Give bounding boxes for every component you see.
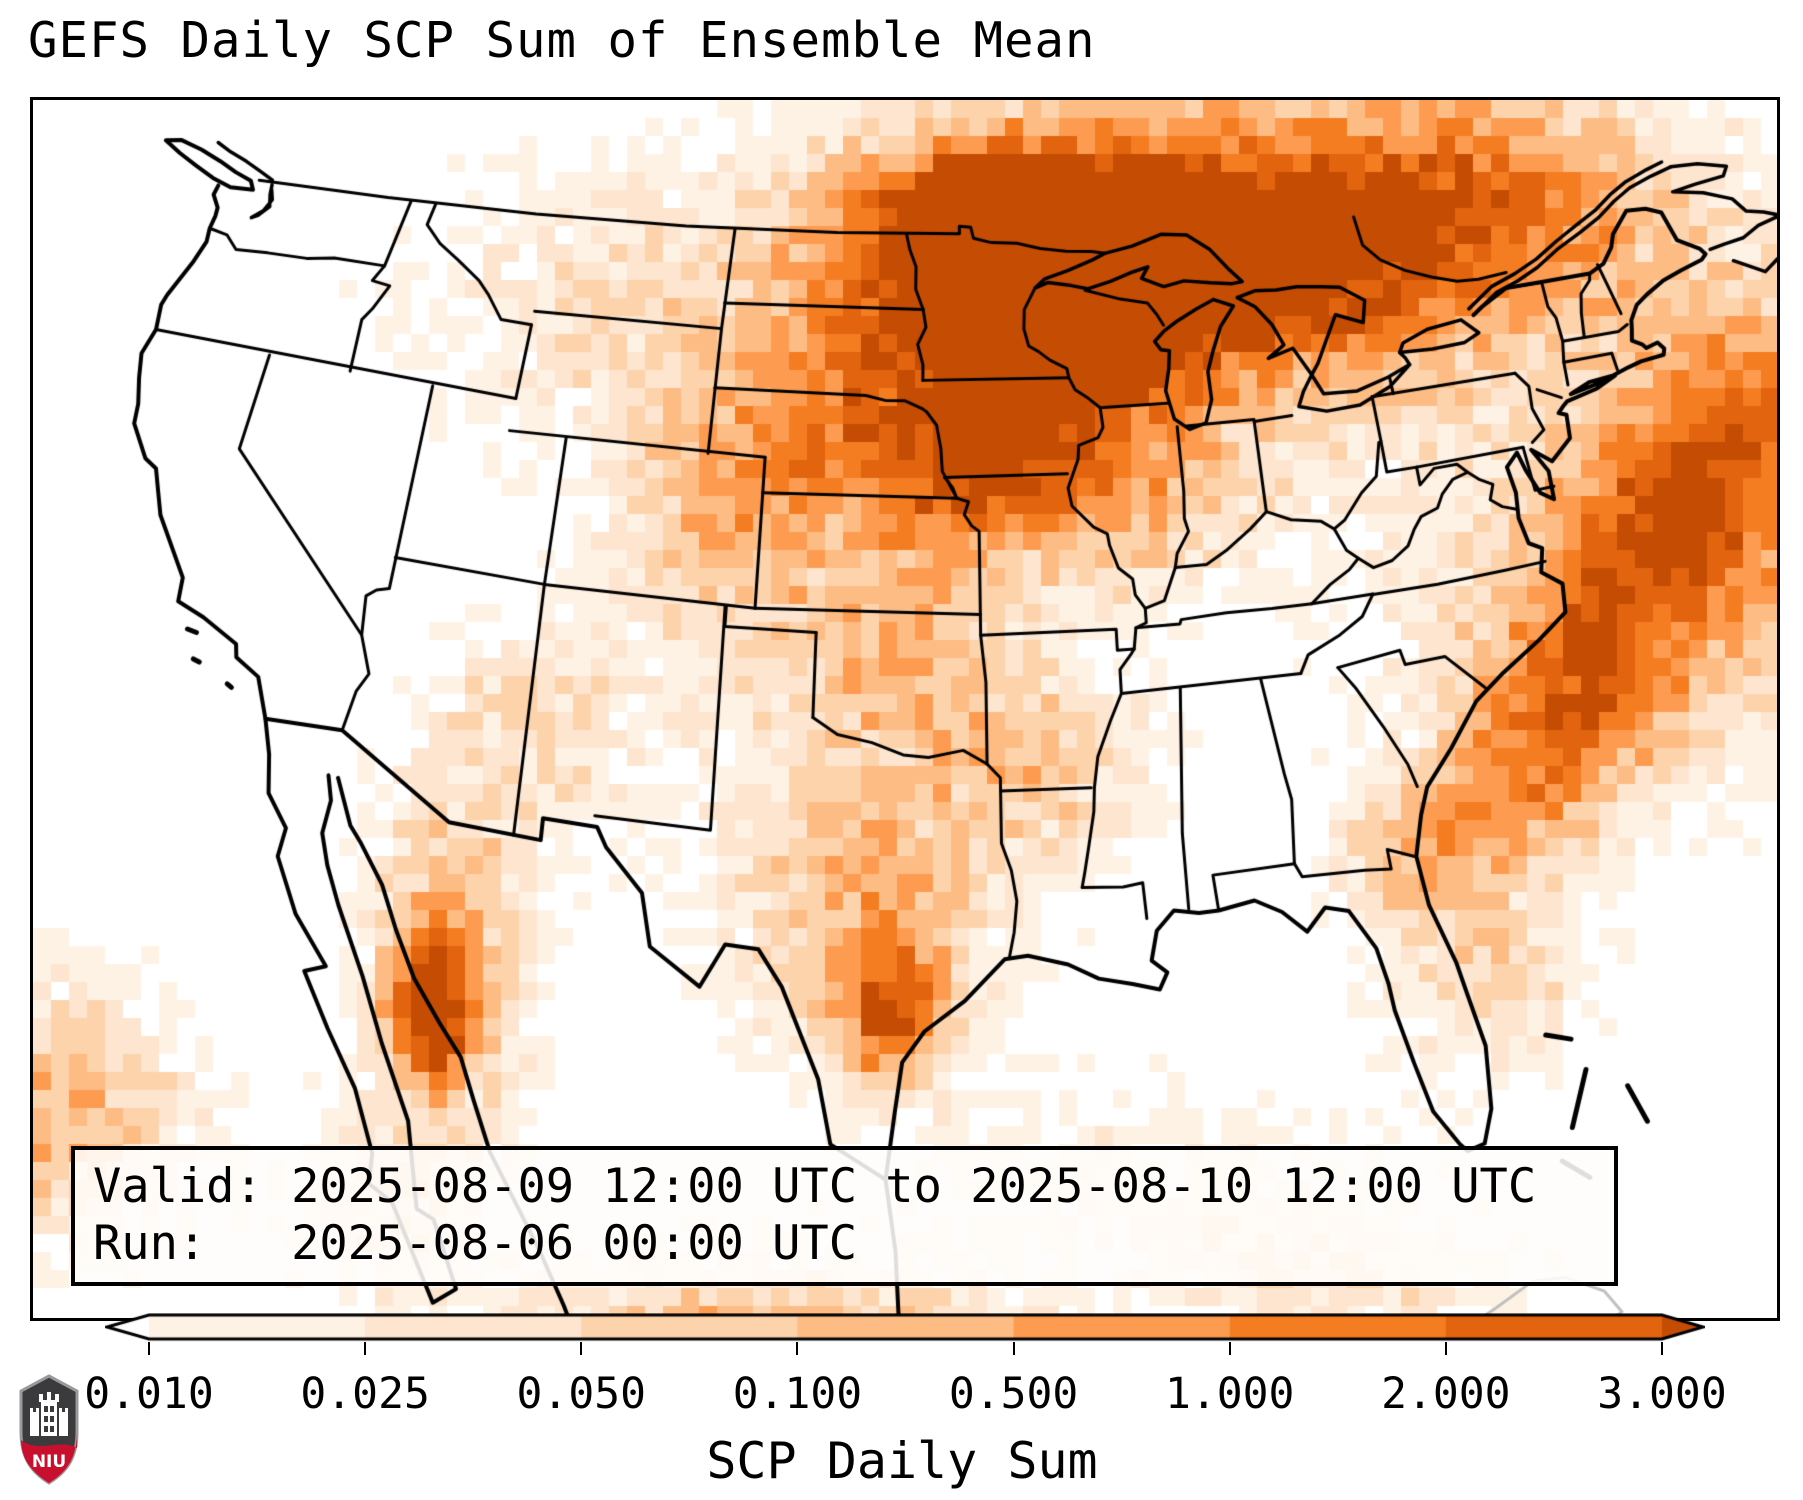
- run-time-text: Run: 2025-08-06 00:00 UTC: [93, 1216, 858, 1271]
- colorbar-tick-label: 1.000: [1164, 1369, 1295, 1419]
- colorbar-tick: [148, 1342, 150, 1355]
- map-panel: Valid: 2025-08-09 12:00 UTC to 2025-08-1…: [30, 97, 1780, 1321]
- colorbar-tick: [1012, 1342, 1015, 1355]
- colorbar-tick-label: 0.010: [84, 1369, 214, 1419]
- colorbar-tick: [1228, 1342, 1231, 1355]
- forecast-time-info-box: Valid: 2025-08-09 12:00 UTC to 2025-08-1…: [71, 1146, 1618, 1286]
- colorbar: 0.010 0.025 0.050 0.100 0.500 1.000 2.000 3.000: [84, 1313, 1727, 1419]
- colorbar-tick-label: 0.500: [948, 1369, 1079, 1419]
- colorbar-tick-label: 2.000: [1381, 1369, 1511, 1419]
- colorbar-tick: [796, 1342, 799, 1355]
- colorbar-gradient: [105, 1313, 1705, 1343]
- colorbar-tick-label: 0.100: [732, 1369, 863, 1419]
- scp-heatmap-map: [33, 100, 1777, 1318]
- colorbar-tick: [1444, 1342, 1447, 1355]
- colorbar-tick-label: 0.025: [300, 1369, 430, 1419]
- niu-castle-windows: [44, 1406, 54, 1432]
- colorbar-tick: [580, 1342, 583, 1355]
- colorbar-tick: [364, 1342, 367, 1355]
- figure-title: GEFS Daily SCP Sum of Ensemble Mean: [28, 12, 1096, 69]
- colorbar-tick: [1661, 1342, 1663, 1355]
- niu-shield-red-band: [21, 1432, 77, 1483]
- valid-time-text: Valid: 2025-08-09 12:00 UTC to 2025-08-1…: [93, 1159, 1537, 1214]
- colorbar-tick-label: 3.000: [1597, 1369, 1727, 1419]
- colorbar-tick-label: 0.050: [516, 1369, 646, 1419]
- niu-logo: NIU: [19, 1374, 79, 1485]
- colorbar-axis-label: SCP Daily Sum: [706, 1432, 1098, 1490]
- niu-logo-text: NIU: [32, 1452, 66, 1472]
